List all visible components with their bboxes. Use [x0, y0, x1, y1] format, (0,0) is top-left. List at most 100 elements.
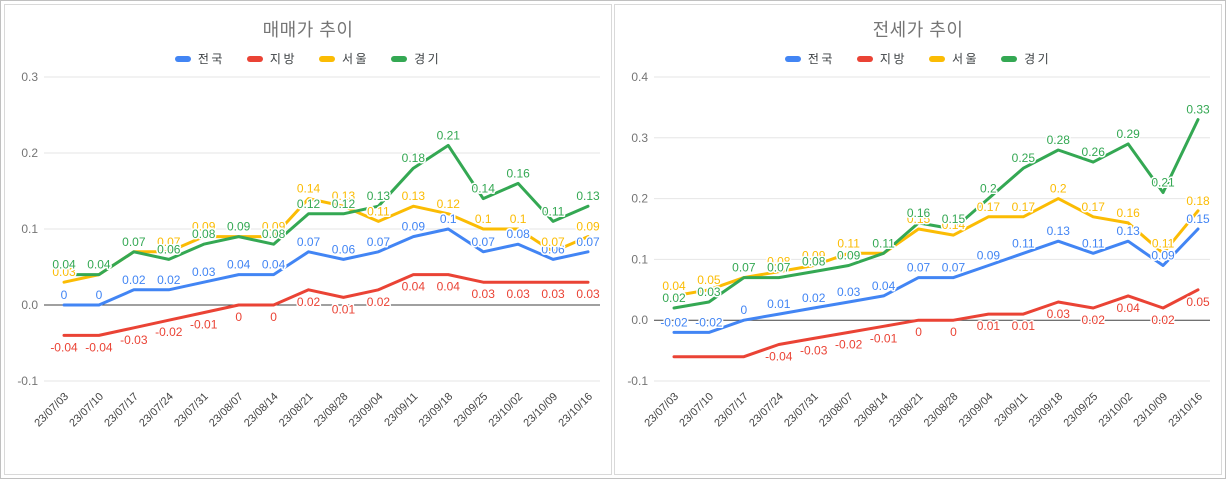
svg-text:0.07: 0.07 [122, 235, 146, 249]
regional-series-swatch [246, 55, 263, 62]
svg-text:0.3: 0.3 [631, 131, 648, 145]
svg-text:0.02: 0.02 [662, 291, 686, 305]
svg-text:0.1: 0.1 [440, 212, 457, 226]
svg-text:0.01: 0.01 [767, 297, 791, 311]
svg-text:0: 0 [915, 325, 922, 339]
svg-text:23/07/24: 23/07/24 [137, 391, 176, 430]
svg-text:0.08: 0.08 [506, 227, 530, 241]
svg-text:23/09/18: 23/09/18 [1027, 391, 1066, 430]
svg-text:0.11: 0.11 [1012, 236, 1035, 250]
svg-text:0.14: 0.14 [942, 218, 966, 232]
svg-text:0.11: 0.11 [542, 204, 565, 218]
svg-text:0.02: 0.02 [1082, 313, 1106, 327]
svg-text:0.02: 0.02 [157, 273, 181, 287]
svg-text:0.11: 0.11 [1082, 236, 1105, 250]
svg-text:0.04: 0.04 [87, 258, 111, 272]
svg-text:0.12: 0.12 [437, 197, 461, 211]
legend-item-regional[interactable]: 지방 [246, 50, 297, 67]
legend-item-gyeonggi[interactable]: 경기 [391, 50, 441, 67]
svg-text:23/08/21: 23/08/21 [887, 391, 926, 430]
legend-item-regional[interactable]: 지방 [856, 50, 907, 67]
legend-item-seoul[interactable]: 서울 [929, 50, 979, 67]
svg-text:0.02: 0.02 [367, 295, 391, 309]
svg-text:0.1: 0.1 [21, 222, 38, 236]
svg-text:23/10/02: 23/10/02 [1096, 391, 1135, 430]
svg-text:0.4: 0.4 [631, 70, 648, 84]
svg-text:0.03: 0.03 [576, 287, 600, 301]
svg-text:0.07: 0.07 [472, 235, 496, 249]
svg-text:0.07: 0.07 [541, 235, 565, 249]
legend-item-gyeonggi[interactable]: 경기 [1001, 50, 1051, 67]
svg-text:-0.02: -0.02 [155, 325, 183, 339]
gyeonggi-series-swatch [1001, 55, 1018, 62]
svg-text:0.03: 0.03 [192, 265, 216, 279]
svg-text:0.13: 0.13 [1116, 224, 1140, 238]
svg-text:0.2: 0.2 [21, 146, 38, 160]
svg-text:0.07: 0.07 [297, 235, 321, 249]
svg-text:0.07: 0.07 [157, 235, 181, 249]
svg-text:0.07: 0.07 [732, 261, 756, 275]
sale-price-chart-title: 매매가 추이 [262, 20, 354, 40]
svg-text:0.04: 0.04 [437, 280, 461, 294]
svg-text:23/09/18: 23/09/18 [417, 391, 456, 430]
svg-text:0.04: 0.04 [402, 280, 426, 294]
svg-text:23/08/28: 23/08/28 [312, 391, 351, 430]
svg-text:0.07: 0.07 [732, 261, 756, 275]
svg-text:0.07: 0.07 [122, 235, 146, 249]
seoul-series-swatch [319, 55, 335, 62]
svg-text:23/09/25: 23/09/25 [452, 391, 491, 430]
svg-text:0.12: 0.12 [332, 197, 356, 211]
svg-text:0.02: 0.02 [122, 273, 146, 287]
svg-text:0.13: 0.13 [576, 189, 600, 203]
svg-text:0.09: 0.09 [977, 248, 1001, 262]
svg-text:23/10/09: 23/10/09 [1131, 391, 1170, 430]
svg-text:0.13: 0.13 [367, 189, 391, 203]
svg-text:0.14: 0.14 [297, 182, 321, 196]
svg-text:23/07/24: 23/07/24 [747, 391, 786, 430]
svg-text:23/08/07: 23/08/07 [207, 391, 246, 430]
legend-item-national[interactable]: 전국 [174, 50, 225, 67]
svg-text:0.09: 0.09 [227, 220, 251, 234]
svg-text:0.03: 0.03 [697, 285, 721, 299]
svg-text:23/08/14: 23/08/14 [242, 391, 281, 430]
svg-text:23/10/02: 23/10/02 [486, 391, 525, 430]
svg-text:0.11: 0.11 [872, 236, 895, 250]
svg-text:0.04: 0.04 [227, 258, 251, 272]
legend-item-seoul[interactable]: 서울 [319, 50, 369, 67]
svg-text:0: 0 [270, 310, 277, 324]
svg-text:0.03: 0.03 [52, 265, 76, 279]
svg-text:0.05: 0.05 [1186, 295, 1210, 309]
sale-price-trend-chart[interactable]: 0.3 0.2 0.1 0.0 -0.1 23/07/0323/07/1023/07/17… [8, 69, 608, 451]
svg-text:23/07/10: 23/07/10 [67, 391, 106, 430]
svg-text:0.01: 0.01 [1012, 319, 1036, 333]
svg-text:0.11: 0.11 [872, 236, 895, 250]
jeonse-price-panel: 전세가 추이 전국 지방 서울 경기 0.4 0.3 0.2 0.1 0.0 -0.1 23… [614, 4, 1222, 475]
national-series-swatch [784, 55, 801, 62]
svg-text:0.04: 0.04 [872, 279, 896, 293]
svg-text:0.21: 0.21 [437, 128, 461, 142]
svg-text:0.15: 0.15 [942, 212, 966, 226]
jeonse-price-trend-chart[interactable]: 0.40.30.20.10.0-0.123/07/0323/07/1023/07… [618, 69, 1218, 451]
svg-text:0.09: 0.09 [227, 220, 251, 234]
legend-item-national[interactable]: 전국 [784, 50, 835, 67]
svg-text:-0.01: -0.01 [870, 331, 898, 345]
svg-text:0.08: 0.08 [802, 255, 826, 269]
svg-text:0.16: 0.16 [1116, 206, 1140, 220]
jeonse-price-legend: 전국 지방 서울 경기 [784, 50, 1051, 67]
svg-text:0.09: 0.09 [1151, 248, 1175, 262]
svg-text:0.03: 0.03 [506, 287, 530, 301]
svg-text:0: 0 [61, 288, 68, 302]
svg-text:0.03: 0.03 [837, 285, 861, 299]
svg-text:23/07/03: 23/07/03 [32, 391, 71, 430]
svg-text:0.16: 0.16 [506, 166, 530, 180]
svg-text:0.09: 0.09 [837, 248, 861, 262]
svg-text:23/09/11: 23/09/11 [992, 391, 1030, 429]
svg-text:-0.01: -0.01 [190, 318, 218, 332]
svg-text:0.01: 0.01 [977, 319, 1001, 333]
svg-text:-0.02: -0.02 [835, 337, 863, 351]
svg-text:0.33: 0.33 [1186, 103, 1210, 117]
svg-text:0.18: 0.18 [1186, 194, 1210, 208]
national-series-swatch [174, 55, 191, 62]
svg-text:23/07/17: 23/07/17 [102, 391, 141, 430]
